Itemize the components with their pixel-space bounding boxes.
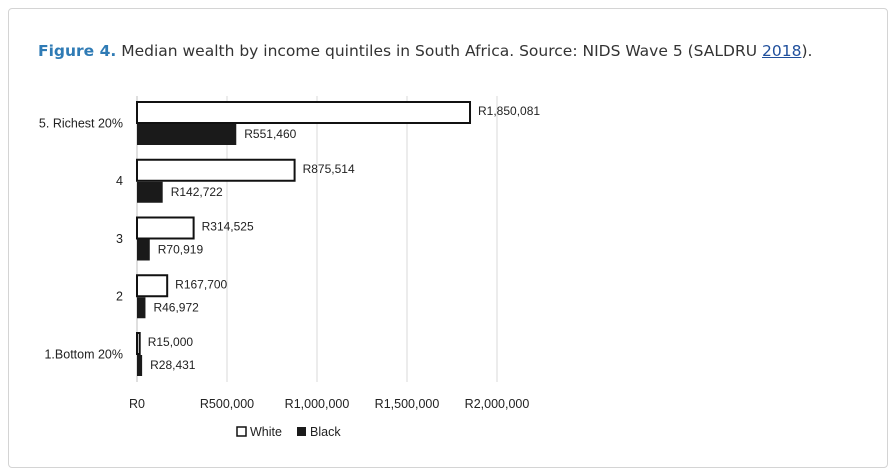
bar-white: [136, 158, 296, 182]
legend-label-white: White: [250, 425, 282, 439]
figure-label: Figure 4.: [38, 42, 117, 60]
data-label-black: R142,722: [171, 185, 223, 199]
bar-black: [137, 297, 146, 319]
bar-white: [136, 274, 169, 298]
bar-black: [137, 124, 237, 145]
x-tick-label: R1,000,000: [285, 397, 350, 411]
figure-caption-end: ).: [801, 42, 813, 60]
citation-link[interactable]: 2018: [762, 42, 802, 60]
chart-bars: R1,850,081 R551,460 R875,514 R142,722 R314,5…: [136, 101, 540, 376]
x-tick-label: R1,500,000: [375, 397, 440, 411]
data-label-black: R551,460: [244, 127, 296, 141]
x-tick-label: R500,000: [200, 397, 254, 411]
chart-x-tick-labels: R0 R500,000 R1,000,000 R1,500,000 R2,000,000: [129, 397, 529, 411]
bar-black: [137, 181, 163, 203]
data-label-white: R314,525: [202, 220, 254, 234]
bar-white: [136, 101, 472, 124]
category-label: 3: [116, 232, 123, 246]
x-tick-label: R2,000,000: [465, 397, 530, 411]
data-label-white: R15,000: [148, 335, 194, 349]
chart-legend: White Black: [236, 425, 341, 439]
category-label: 4: [116, 174, 123, 188]
category-label: 5. Richest 20%: [39, 116, 123, 130]
data-label-white: R875,514: [303, 162, 355, 176]
bar-white: [136, 332, 141, 355]
bar-black: [137, 239, 150, 261]
data-label-black: R70,919: [158, 243, 204, 257]
x-tick-label: R0: [129, 397, 145, 411]
data-label-white: R1,850,081: [478, 104, 540, 118]
bar-black: [137, 355, 143, 376]
data-label-black: R46,972: [153, 300, 199, 314]
legend-swatch-white: [236, 426, 247, 437]
legend-swatch-black: [297, 427, 306, 436]
data-label-white: R167,700: [175, 277, 227, 291]
data-label-black: R28,431: [150, 358, 196, 372]
figure-caption-text: Median wealth by income quintiles in Sou…: [116, 42, 762, 60]
bar-chart: R1,850,081 R551,460 R875,514 R142,722 R314,5…: [39, 96, 540, 439]
category-label: 2: [116, 290, 123, 304]
legend-label-black: Black: [310, 425, 341, 439]
category-label: 1.Bottom 20%: [44, 347, 123, 361]
bar-white: [136, 216, 195, 240]
chart-category-labels: 5. Richest 20% 4 3 2 1.Bottom 20%: [39, 116, 123, 361]
figure-caption: Figure 4. Median wealth by income quinti…: [38, 42, 812, 60]
